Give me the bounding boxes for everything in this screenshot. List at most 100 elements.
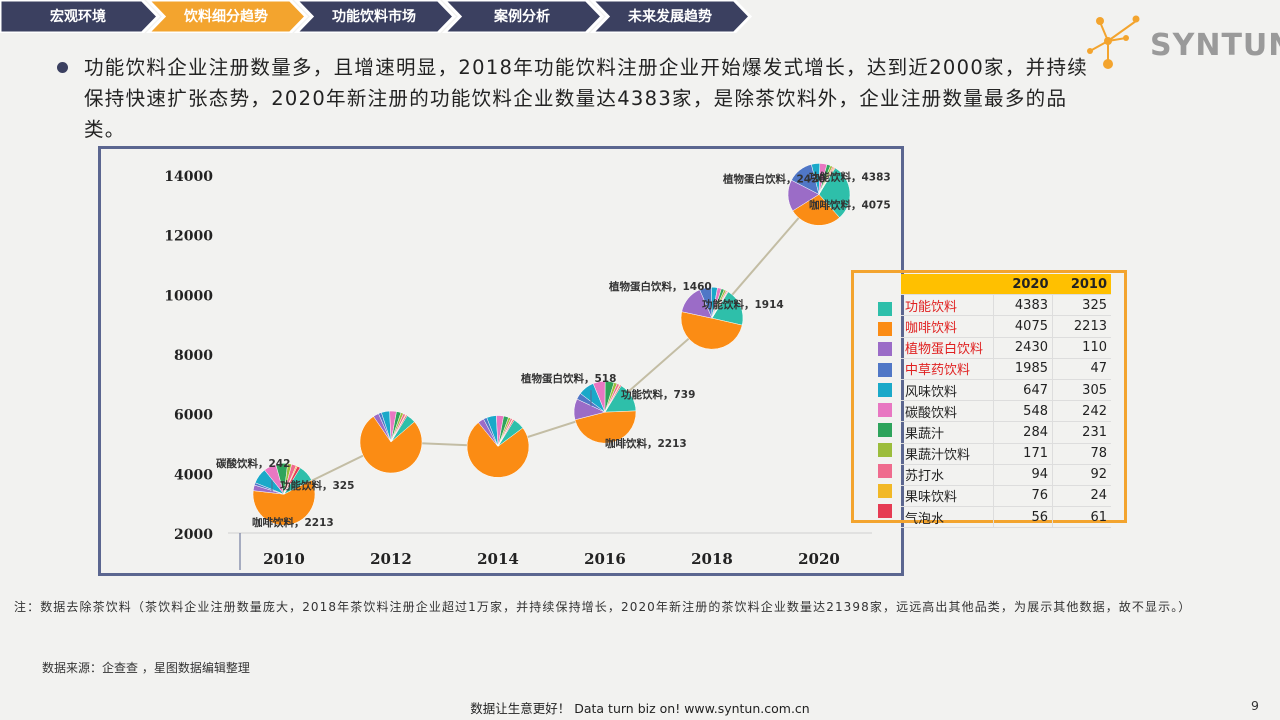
pie-2016 (573, 380, 637, 444)
legend-swatch (878, 403, 892, 417)
cell-2010: 231 (1052, 421, 1111, 444)
nav-tab-shape (0, 0, 161, 33)
pie-slice (283, 465, 301, 495)
nav-tab-label: 功能饮料市场 (332, 8, 416, 25)
nav-tab-shape (589, 0, 753, 33)
cell-2010: 2213 (1052, 315, 1111, 338)
y-tick-label: 10000 (164, 288, 213, 304)
cell-2020: 76 (993, 485, 1053, 508)
table-row: 苏打水 94 92 (901, 464, 1111, 486)
x-tick-label: 2016 (584, 550, 626, 568)
table-header-cell: 2020 (993, 274, 1053, 296)
pie-slice (497, 419, 515, 447)
x-tick-label: 2010 (263, 550, 305, 568)
nav-tab-2[interactable]: 饮料细分趋势 (145, 0, 309, 33)
nav-tab-label: 未来发展趋势 (628, 8, 712, 25)
x-tick-label: 2012 (370, 550, 412, 568)
table-row: 果蔬汁 284 231 (901, 421, 1111, 444)
nav-tab-4[interactable]: 案例分析 (441, 0, 605, 33)
cell-2010: 325 (1052, 294, 1111, 317)
pie-slice (466, 422, 530, 478)
bullet-text: 功能饮料企业注册数量多，且增速明显，2018年功能饮料注册企业开始爆发式增长，达… (84, 56, 1089, 141)
cell-2020: 1985 (993, 358, 1053, 380)
data-label: 功能饮料，739 (621, 388, 695, 401)
data-label: 功能饮料，1914 (702, 298, 784, 311)
nav-tab-shape (441, 0, 605, 33)
pie-slice (390, 414, 408, 443)
legend-swatch (878, 423, 892, 438)
table-row: 碳酸饮料 548 242 (901, 400, 1111, 423)
cell-2020: 94 (993, 464, 1053, 486)
cell-2010: 305 (1052, 379, 1111, 402)
cell-2020: 284 (993, 421, 1053, 444)
cell-2010: 24 (1052, 485, 1111, 508)
y-tick-label: 8000 (174, 348, 213, 364)
pie-slice (252, 479, 316, 526)
table-header-row: 2020 2010 (901, 274, 1111, 296)
data-label: 植物蛋白饮料，2430 (722, 172, 826, 185)
x-tick-label: 2020 (798, 550, 840, 568)
legend-swatch (878, 382, 892, 397)
row-label: 风味饮料 (901, 379, 994, 402)
cell-2010: 78 (1052, 443, 1111, 465)
pie-2014 (466, 415, 530, 478)
table-header-cell: 2010 (1052, 274, 1111, 296)
legend-swatch (878, 443, 892, 458)
table-row: 功能饮料 4383 325 (901, 294, 1111, 317)
cell-2010: 110 (1052, 337, 1111, 359)
table-row: 咖啡饮料 4075 2213 (901, 315, 1111, 338)
cell-2010: 92 (1052, 464, 1111, 486)
nav-tab-shape (145, 0, 309, 33)
pie-slice (680, 311, 743, 350)
nav-tab-label: 案例分析 (493, 8, 550, 25)
pie-slice (604, 384, 622, 413)
cell-2010: 47 (1052, 358, 1111, 380)
pie-slice (711, 291, 744, 326)
cell-2010: 61 (1052, 506, 1111, 529)
data-label: 植物蛋白饮料，518 (520, 372, 616, 385)
pie-slice (818, 167, 836, 195)
legend-swatch (878, 362, 892, 377)
y-tick-label: 6000 (174, 408, 213, 424)
logo-text: SYNTUN (1150, 28, 1280, 63)
y-tick-label: 14000 (164, 169, 213, 185)
pie-line-chart: 2000 4000 6000 8000 10000 12000 14000 2010 2012 2… (164, 163, 891, 570)
footer-slogan: 数据让生意更好！ Data turn biz on! www.syntun.co… (470, 701, 810, 716)
cell-2020: 4383 (993, 294, 1053, 317)
pie-slice (574, 410, 637, 444)
data-label: 功能饮料，4383 (809, 170, 891, 183)
footnote: 注：数据去除茶饮料（茶饮料企业注册数量庞大，2018年茶饮料注册企业超过1万家，… (14, 600, 1192, 614)
page-number: 9 (1251, 698, 1259, 713)
pie-2020 (787, 163, 851, 226)
nav-tab-3[interactable]: 功能饮料市场 (293, 0, 457, 33)
pie-slice (818, 167, 851, 218)
row-label: 碳酸饮料 (901, 400, 994, 423)
table-header-cell (901, 274, 994, 296)
legend-swatch (878, 463, 892, 478)
data-source: 数据来源：企查查 ，星图数据编辑整理 (42, 661, 250, 675)
table-row: 果蔬汁饮料 171 78 (901, 443, 1111, 465)
cell-2020: 548 (993, 400, 1053, 423)
data-table: 2020 2010 功能饮料 4383 325 咖啡饮料 4075 2213 植物蛋白饮料 2… (901, 274, 1111, 529)
legend-swatch (878, 302, 892, 316)
row-label: 果味饮料 (901, 485, 994, 508)
data-label: 咖啡饮料，2213 (252, 516, 334, 529)
y-tick-label: 4000 (174, 467, 213, 483)
pie-slice (359, 416, 423, 474)
pie-2012 (359, 410, 423, 474)
cell-2010: 242 (1052, 400, 1111, 423)
nav-tab-1[interactable]: 宏观环境 (0, 0, 161, 33)
data-label: 功能饮料，325 (280, 479, 354, 492)
row-label: 气泡水 (901, 506, 994, 529)
pie-slice (711, 291, 729, 319)
row-label: 苏打水 (901, 464, 994, 486)
cell-2020: 2430 (993, 337, 1053, 359)
legend-swatch (878, 483, 892, 498)
nav-tab-5[interactable]: 未来发展趋势 (589, 0, 753, 33)
table-row: 果味饮料 76 24 (901, 485, 1111, 508)
row-label: 果蔬汁饮料 (901, 443, 994, 465)
nav-tab-label: 饮料细分趋势 (183, 8, 268, 25)
data-label: 植物蛋白饮料，1460 (608, 280, 712, 293)
table-row: 气泡水 56 61 (901, 506, 1111, 529)
row-label: 咖啡饮料 (901, 315, 994, 338)
